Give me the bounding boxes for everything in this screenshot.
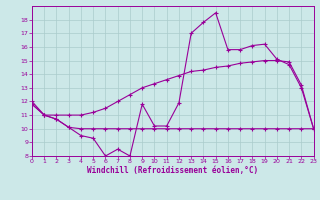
- X-axis label: Windchill (Refroidissement éolien,°C): Windchill (Refroidissement éolien,°C): [87, 166, 258, 175]
